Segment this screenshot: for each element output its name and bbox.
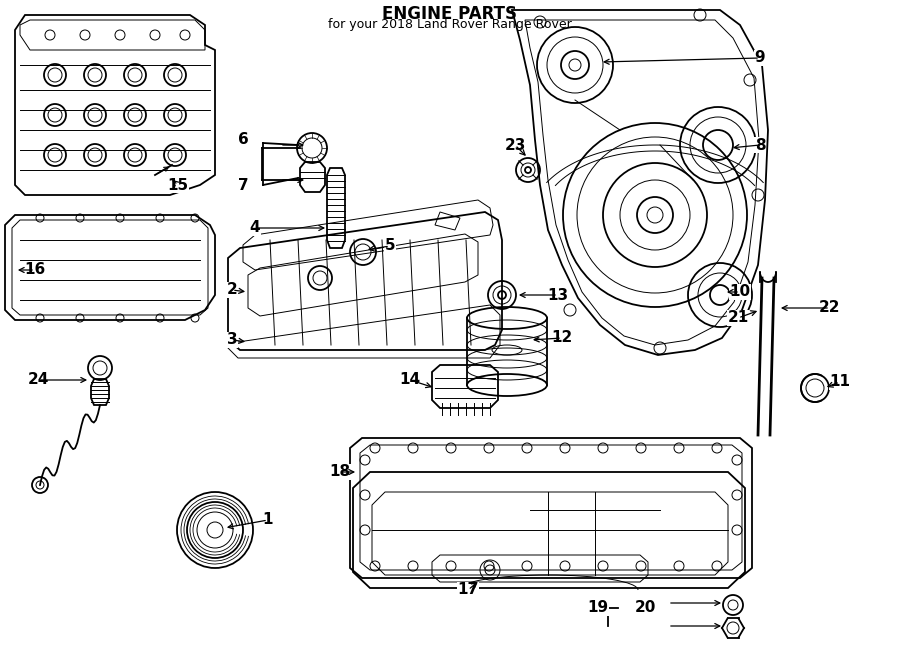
Text: for your 2018 Land Rover Range Rover: for your 2018 Land Rover Range Rover: [328, 18, 572, 31]
Text: 11: 11: [830, 375, 850, 389]
Text: 8: 8: [755, 137, 765, 153]
Text: 5: 5: [384, 239, 395, 254]
Text: 12: 12: [552, 330, 572, 346]
Text: 22: 22: [819, 301, 841, 315]
Text: 20: 20: [634, 600, 656, 615]
Text: 16: 16: [24, 262, 46, 278]
Text: 21: 21: [727, 311, 749, 325]
Text: 18: 18: [329, 465, 351, 479]
Text: 10: 10: [729, 284, 751, 299]
Text: 17: 17: [457, 582, 479, 598]
Text: 1: 1: [263, 512, 274, 527]
Text: 13: 13: [547, 288, 569, 303]
Text: 15: 15: [167, 178, 189, 192]
Text: 24: 24: [27, 373, 49, 387]
Text: 2: 2: [227, 282, 238, 297]
Text: 3: 3: [227, 332, 238, 348]
Text: 4: 4: [249, 221, 260, 235]
Text: ENGINE PARTS: ENGINE PARTS: [382, 5, 518, 23]
Text: 14: 14: [400, 373, 420, 387]
Text: 19: 19: [588, 600, 608, 615]
Text: 6: 6: [238, 132, 248, 147]
Text: 9: 9: [755, 50, 765, 65]
Text: 7: 7: [238, 178, 248, 192]
Text: 23: 23: [504, 137, 526, 153]
